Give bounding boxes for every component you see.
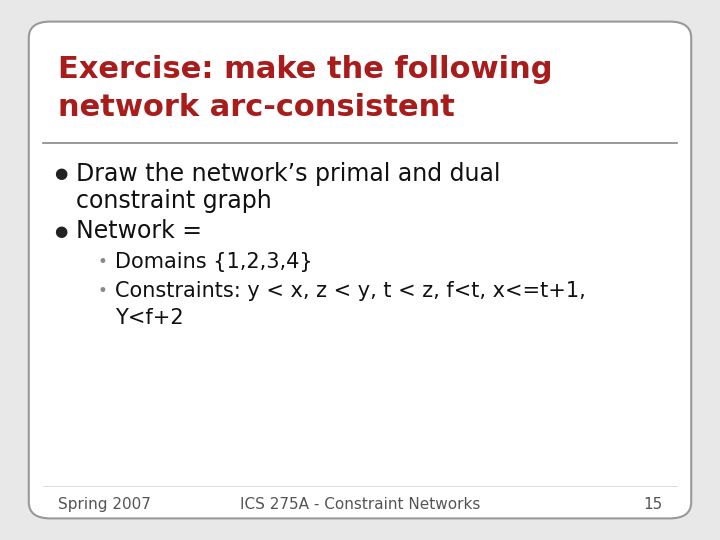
Text: •: • xyxy=(97,253,107,271)
Text: Draw the network’s primal and dual: Draw the network’s primal and dual xyxy=(76,162,500,186)
Text: network arc-consistent: network arc-consistent xyxy=(58,93,454,122)
Text: ●: ● xyxy=(54,224,67,239)
Text: Y<f+2: Y<f+2 xyxy=(115,307,184,328)
Text: Constraints: y < x, z < y, t < z, f<t, x<=t+1,: Constraints: y < x, z < y, t < z, f<t, x… xyxy=(115,280,586,301)
Text: constraint graph: constraint graph xyxy=(76,189,271,213)
Text: 15: 15 xyxy=(643,497,662,512)
Text: Exercise: make the following: Exercise: make the following xyxy=(58,55,552,84)
Text: Network =: Network = xyxy=(76,219,202,243)
Text: •: • xyxy=(97,281,107,300)
Text: ICS 275A - Constraint Networks: ICS 275A - Constraint Networks xyxy=(240,497,480,512)
FancyBboxPatch shape xyxy=(29,22,691,518)
Text: Domains {1,2,3,4}: Domains {1,2,3,4} xyxy=(115,252,312,272)
Text: ●: ● xyxy=(54,166,67,181)
Text: Spring 2007: Spring 2007 xyxy=(58,497,150,512)
